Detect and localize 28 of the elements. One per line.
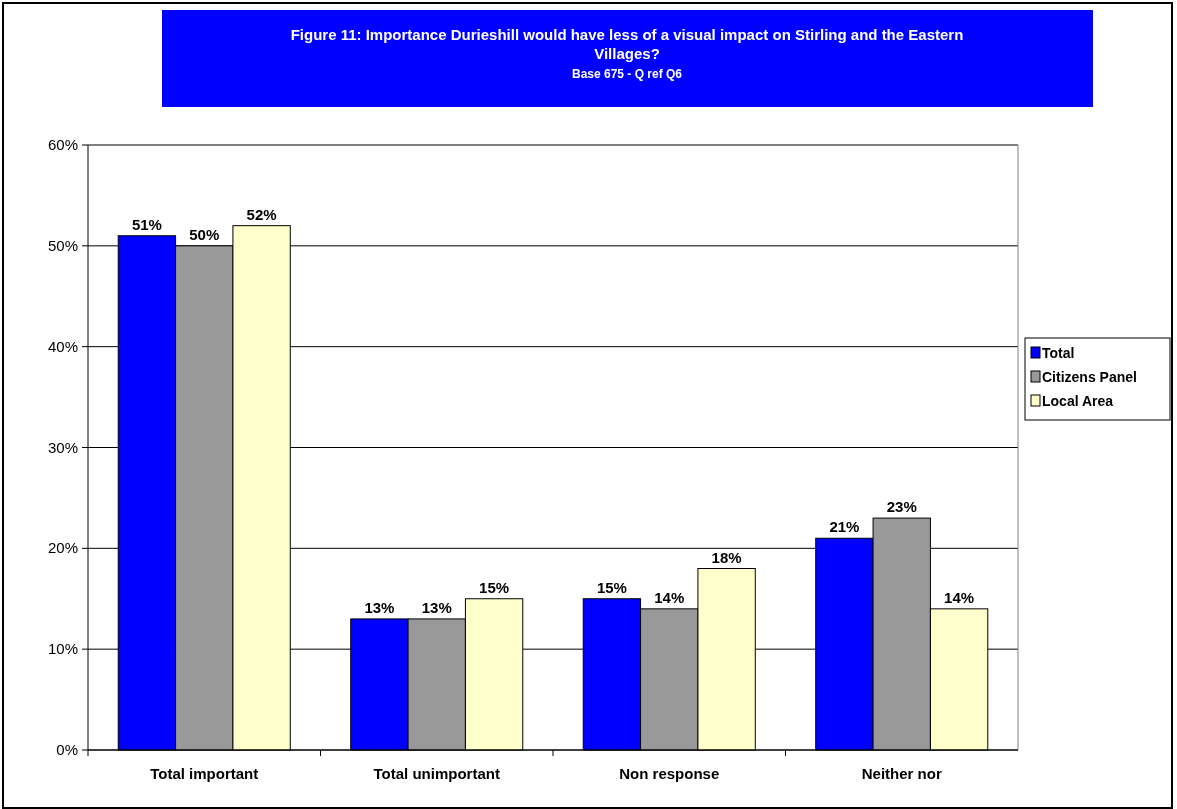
x-tick-label: Neither nor	[861, 765, 942, 782]
y-tick-label: 30%	[47, 438, 78, 456]
y-tick-label: 40%	[47, 337, 78, 355]
chart-title: Figure 11: Importance Durieshill would have less of a visual impact on Stirling and the Eastern Villages?	[290, 26, 964, 62]
data-label: 14%	[944, 588, 975, 606]
y-tick-label: 0%	[56, 741, 78, 758]
data-label: 21%	[829, 518, 860, 536]
data-label: 23%	[886, 498, 917, 516]
x-tick-label: Total important	[150, 765, 259, 782]
y-tick-label: 50%	[47, 236, 78, 254]
data-label: 50%	[189, 225, 220, 243]
data-label: 13%	[421, 598, 452, 616]
data-label: 13%	[364, 598, 395, 616]
data-label: 15%	[596, 578, 627, 596]
x-tick-label: Non response	[619, 765, 720, 782]
data-label: 18%	[711, 548, 742, 566]
data-label: 51%	[131, 215, 162, 233]
chart-subtitle: Base 675 - Q ref Q6	[571, 67, 683, 81]
y-tick-label: 60%	[47, 136, 78, 153]
data-label: 52%	[246, 205, 277, 223]
data-label: 14%	[654, 588, 685, 606]
data-label: 15%	[479, 578, 510, 596]
x-tick-label: Total unimportant	[373, 765, 500, 782]
legend-label: Total	[1042, 345, 1075, 361]
legend-label: Local Area	[1042, 393, 1114, 409]
y-tick-label: 20%	[47, 539, 78, 557]
y-tick-label: 10%	[47, 640, 78, 658]
legend-label: Citizens Panel	[1042, 369, 1137, 385]
